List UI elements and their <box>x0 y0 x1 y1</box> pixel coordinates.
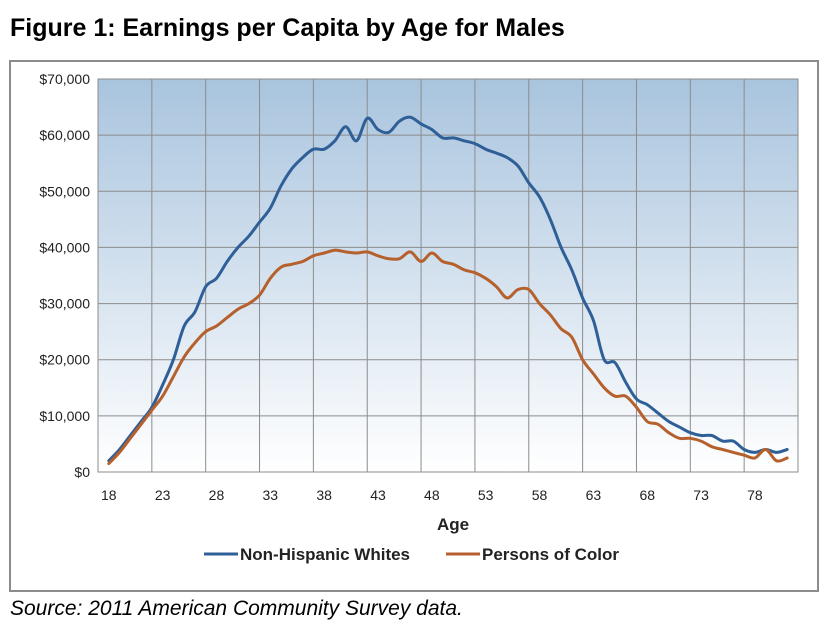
x-tick-label: 58 <box>532 487 548 503</box>
x-tick-label: 78 <box>747 487 763 503</box>
source-note: Source: 2011 American Community Survey d… <box>10 597 463 620</box>
x-tick-label: 53 <box>478 487 494 503</box>
legend-label: Non-Hispanic Whites <box>240 545 410 564</box>
series-lines <box>107 115 789 466</box>
y-tick-label: $30,000 <box>39 296 90 312</box>
y-tick-label: $70,000 <box>39 71 90 87</box>
series-line-non-hispanic-whites <box>107 115 789 463</box>
x-tick-label: 33 <box>263 487 279 503</box>
x-axis-ticks: 18 23 28 33 38 43 48 53 58 63 68 73 78 <box>101 487 763 503</box>
chart-title: Figure 1: Earnings per Capita by Age for… <box>10 14 565 42</box>
y-tick-label: $10,000 <box>39 408 90 424</box>
x-tick-label: 28 <box>209 487 225 503</box>
x-tick-label: 38 <box>316 487 332 503</box>
y-tick-label: $0 <box>74 464 90 480</box>
x-tick-label: 63 <box>586 487 602 503</box>
y-tick-label: $60,000 <box>39 127 90 143</box>
x-tick-label: 43 <box>370 487 386 503</box>
legend-label: Persons of Color <box>482 545 619 564</box>
chart-svg: $0 $10,000 $20,000 $30,000 $40,000 $50,000 $60… <box>39 71 799 564</box>
chart-frame: $0 $10,000 $20,000 $30,000 $40,000 $50,000 $60… <box>9 60 819 592</box>
series-line-persons-of-color <box>107 248 789 466</box>
x-axis-title: Age <box>437 515 469 534</box>
y-axis-ticks: $0 $10,000 $20,000 $30,000 $40,000 $50,000 $60… <box>39 71 90 480</box>
x-tick-label: 23 <box>155 487 171 503</box>
x-tick-label: 68 <box>639 487 655 503</box>
plot-area <box>97 78 799 473</box>
y-tick-label: $40,000 <box>39 239 90 255</box>
grid-lines <box>97 78 799 473</box>
x-tick-label: 48 <box>424 487 440 503</box>
y-tick-label: $50,000 <box>39 183 90 199</box>
x-tick-label: 73 <box>693 487 709 503</box>
legend: Non-Hispanic Whites Persons of Color <box>204 545 619 564</box>
y-tick-label: $20,000 <box>39 352 90 368</box>
x-tick-label: 18 <box>101 487 117 503</box>
